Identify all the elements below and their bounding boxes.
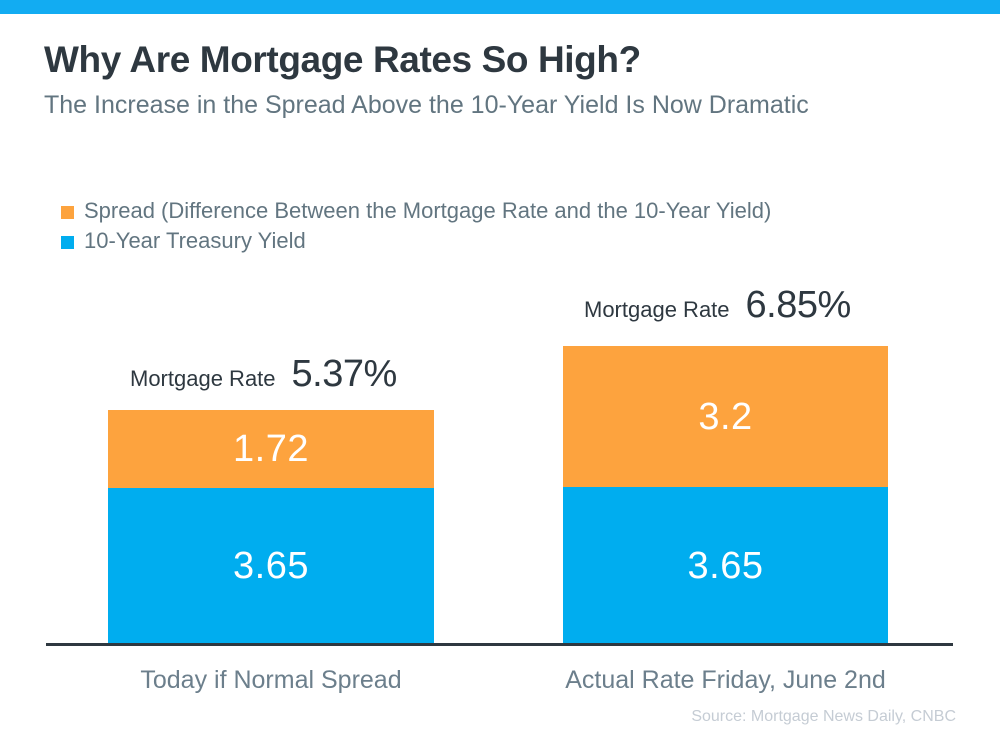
bar-value-yield-right: 3.65 [687, 544, 764, 587]
legend-item-spread: Spread (Difference Between the Mortgage … [61, 196, 771, 226]
legend-item-yield: 10-Year Treasury Yield [61, 226, 771, 256]
bar-value-spread-right: 3.2 [698, 395, 753, 438]
bar-segment-spread-left: 1.72 [108, 410, 434, 488]
legend-label-spread: Spread (Difference Between the Mortgage … [84, 198, 772, 223]
rate-value-left: 5.37% [291, 353, 398, 395]
page-title: Why Are Mortgage Rates So High? [44, 39, 641, 80]
rate-value-right: 6.85% [745, 284, 852, 326]
chart-legend: Spread (Difference Between the Mortgage … [61, 196, 771, 256]
bar-value-yield-left: 3.65 [233, 545, 309, 587]
legend-label-yield: 10-Year Treasury Yield [84, 228, 306, 253]
bar-segment-spread-right: 3.2 [563, 346, 888, 487]
page-subtitle: The Increase in the Spread Above the 10-… [44, 91, 809, 119]
chart-header: Why Are Mortgage Rates So High? The Incr… [44, 38, 964, 121]
rate-caption-left: Mortgage Rate [130, 366, 276, 391]
square-swatch-icon [61, 205, 74, 219]
top-accent-strip [0, 0, 1000, 14]
bar-value-spread-left: 1.72 [233, 428, 309, 470]
bar-group-actual-rate-friday-june-2nd: 3.2 3.65 [563, 346, 888, 644]
bar-segment-yield-left: 3.65 [108, 488, 434, 644]
category-label-0: Today if Normal Spread [140, 666, 402, 694]
square-swatch-icon [61, 235, 74, 249]
bar-group-today-if-normal-spread: 1.72 3.65 [108, 410, 434, 644]
category-label-1: Actual Rate Friday, June 2nd [565, 666, 886, 694]
rate-callout-right: Mortgage Rate 6.85% [584, 284, 851, 327]
rate-caption-right: Mortgage Rate [584, 297, 730, 322]
bar-segment-yield-right: 3.65 [563, 487, 888, 644]
source-attribution: Source: Mortgage News Daily, CNBC [691, 708, 956, 725]
rate-callout-left: Mortgage Rate 5.37% [130, 353, 397, 396]
x-axis-line [46, 643, 953, 646]
